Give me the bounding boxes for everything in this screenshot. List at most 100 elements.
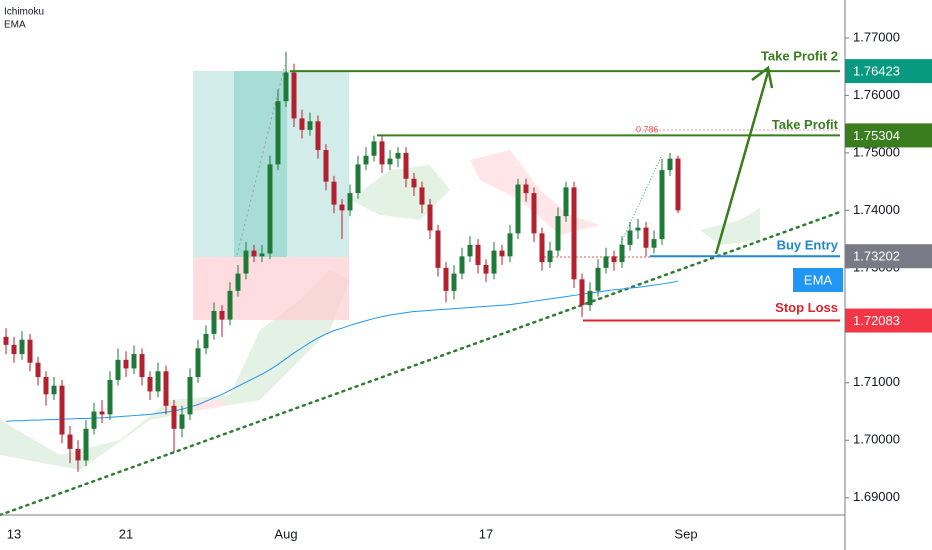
candle-body	[667, 158, 673, 171]
candle-body	[27, 339, 33, 363]
candle-body	[99, 411, 105, 415]
candle-body	[139, 354, 145, 378]
candle-body	[91, 411, 97, 429]
candle-body	[603, 256, 609, 268]
y-tick-label: 1.76000	[853, 87, 900, 102]
y-tick-label: 1.77000	[853, 29, 900, 44]
candle-body	[411, 178, 417, 188]
candle-body	[83, 428, 89, 461]
price-box-label: 1.73202	[853, 249, 900, 264]
indicator-label: Ichimoku	[4, 7, 44, 18]
candle-body	[459, 256, 465, 274]
candle-body	[483, 264, 489, 274]
candle-body	[251, 250, 257, 257]
price-box-label: 1.72083	[853, 313, 900, 328]
candle-body	[675, 158, 681, 211]
candle-body	[283, 72, 289, 102]
candle-body	[387, 158, 393, 165]
candle-body	[347, 193, 353, 211]
candle-body	[403, 152, 409, 179]
candle-body	[107, 379, 113, 415]
candle-body	[115, 359, 121, 380]
candle-body	[539, 233, 545, 263]
level-label: Buy Entry	[777, 238, 839, 253]
candle-body	[3, 336, 9, 345]
level-label: Take Profit	[772, 117, 839, 132]
price-box-label: 1.76423	[853, 64, 900, 79]
candle-body	[627, 230, 633, 245]
candle-body	[611, 256, 617, 263]
trendline	[0, 210, 842, 517]
candle-body	[67, 434, 73, 449]
cloud-green	[700, 208, 760, 245]
ichimoku-cloud	[0, 150, 760, 470]
candle-body	[515, 184, 521, 234]
candle-body	[443, 267, 449, 291]
candle-body	[163, 371, 169, 406]
candle-body	[499, 250, 505, 257]
candle-body	[651, 239, 657, 248]
candle-body	[243, 250, 249, 274]
candle-body	[275, 101, 281, 165]
x-tick-label: Aug	[274, 526, 297, 541]
candle-body	[635, 227, 641, 231]
candle-body	[195, 348, 201, 378]
ema-line	[5, 280, 679, 422]
candle-body	[547, 250, 553, 263]
candle-body	[43, 377, 49, 395]
target-arrow-head	[751, 65, 774, 89]
candle-body	[131, 354, 137, 369]
fib-label: 0.786	[636, 124, 659, 134]
candle-body	[379, 141, 385, 165]
candle-body	[451, 273, 457, 291]
candle-body	[315, 121, 321, 151]
candle-body	[507, 233, 513, 257]
candle-body	[427, 204, 433, 231]
y-tick-label: 1.70000	[853, 432, 900, 447]
candle-body	[59, 385, 65, 435]
candle-body	[171, 405, 177, 429]
candle-body	[291, 72, 297, 119]
candle-body	[187, 377, 193, 415]
position-loss-zone	[193, 257, 349, 320]
candle-body	[331, 181, 337, 205]
candle-body	[227, 290, 233, 320]
candle-body	[259, 253, 265, 257]
candle-body	[179, 414, 185, 429]
candle-body	[363, 155, 369, 165]
candle-body	[555, 216, 561, 251]
candle-body	[587, 290, 593, 306]
x-tick-label: Sep	[674, 526, 697, 541]
candle-body	[659, 170, 665, 240]
price-box	[845, 123, 932, 148]
y-tick-label: 1.75000	[853, 144, 900, 159]
candle-body	[51, 385, 57, 395]
price-box	[845, 59, 932, 84]
candle-body	[219, 310, 225, 320]
candle-body	[307, 121, 313, 130]
candle-body	[35, 362, 41, 378]
candle-body	[563, 187, 569, 217]
ema-box-label: EMA	[804, 272, 833, 287]
candle-body	[435, 230, 441, 268]
level-label: Take Profit 2	[761, 49, 838, 64]
candle-body	[643, 227, 649, 248]
candle-body	[523, 184, 529, 194]
y-tick-label: 1.74000	[853, 202, 900, 217]
x-tick-label: 17	[479, 526, 493, 541]
candle-body	[619, 244, 625, 263]
fib-guide	[619, 154, 663, 246]
candle-body	[339, 204, 345, 211]
level-label: Stop Loss	[775, 300, 838, 315]
x-tick-label: 13	[7, 526, 21, 541]
candle-body	[323, 150, 329, 182]
x-tick-label: 21	[119, 526, 133, 541]
price-box-label: 1.75304	[853, 128, 900, 143]
candle-body	[11, 344, 17, 355]
candle-body	[371, 141, 377, 156]
candle-body	[155, 371, 161, 392]
candle-body	[595, 267, 601, 291]
y-tick-label: 1.71000	[853, 374, 900, 389]
